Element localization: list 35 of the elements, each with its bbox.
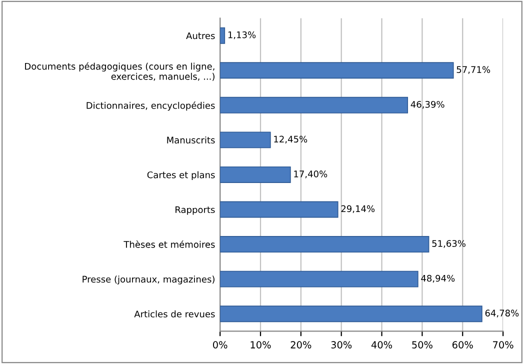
bar	[220, 270, 418, 288]
y-tick-label: Manuscrits	[167, 136, 215, 144]
data-label: 64,78%	[485, 310, 519, 318]
bar	[220, 236, 430, 253]
y-tick-label: Presse (journaux, magazines)	[82, 276, 214, 284]
y-tick-label: Documents pédagogiques (cours en ligne, exercices, manuels, ...)	[25, 62, 214, 81]
bar	[220, 132, 271, 148]
x-tick-label: 50%	[412, 341, 432, 348]
bar	[220, 27, 226, 44]
x-tick-label: 30%	[331, 341, 352, 348]
bar	[220, 201, 338, 218]
bar	[220, 62, 454, 79]
y-tick-label: Rapports	[176, 206, 215, 215]
y-tick-label: Thèses et mémoires	[124, 240, 215, 248]
bar	[220, 166, 291, 183]
data-label: 48,94%	[421, 274, 455, 283]
data-label: 51,63%	[432, 240, 466, 248]
x-tick-label: 70%	[493, 341, 514, 348]
bar	[220, 306, 482, 322]
y-tick-label: Autres	[186, 32, 215, 40]
x-tick-label: 60%	[452, 341, 473, 348]
x-tick-label: 0%	[213, 341, 228, 348]
data-label: 29,14%	[341, 205, 375, 214]
data-label: 17,40%	[294, 170, 328, 178]
y-tick-label: Cartes et plans	[147, 171, 215, 180]
bar	[220, 96, 408, 114]
data-label: 1,13%	[228, 31, 256, 40]
x-tick-label: 40%	[371, 341, 392, 348]
data-label: 46,39%	[410, 100, 444, 109]
y-tick-label: Dictionnaires, encyclopédies	[86, 102, 215, 111]
x-tick-label: 20%	[290, 341, 312, 348]
x-tick-label: 10%	[250, 341, 271, 348]
data-label: 57,71%	[456, 66, 490, 74]
y-tick-label: Articles de revues	[134, 310, 215, 318]
data-label: 12,45%	[274, 136, 308, 144]
